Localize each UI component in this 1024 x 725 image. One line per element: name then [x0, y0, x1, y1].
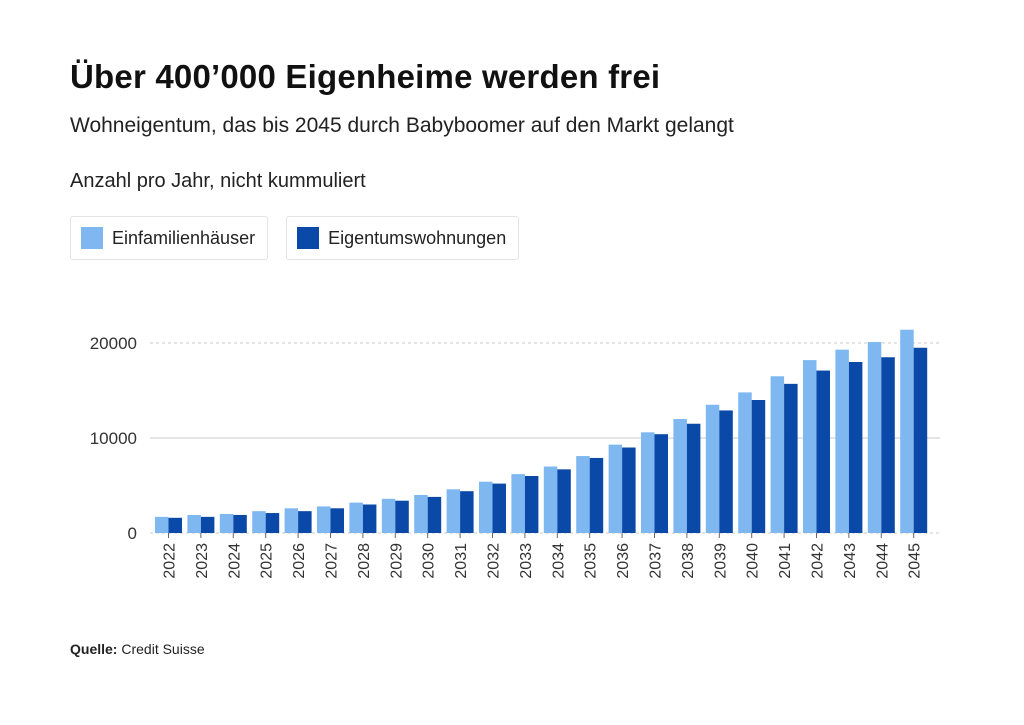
x-tick-label: 2041: [777, 543, 794, 579]
y-tick-label: 10000: [90, 429, 137, 448]
bar-einfamilienhaeuser: [381, 498, 396, 533]
legend-label: Eigentumswohnungen: [328, 227, 507, 248]
bar-eigentumswohnungen: [816, 370, 830, 533]
chart-legend: Einfamilienhäuser Eigentumswohnungen: [70, 216, 520, 260]
bar-einfamilienhaeuser: [835, 349, 849, 533]
x-tick-label: 2022: [162, 543, 179, 579]
legend-swatch-dark-blue: [297, 227, 320, 249]
bar-eigentumswohnungen: [395, 500, 409, 533]
bar-eigentumswohnungen: [589, 457, 604, 533]
bar-einfamilienhaeuser: [219, 514, 234, 533]
x-tick-label: 2036: [615, 543, 632, 579]
bar-einfamilienhaeuser: [673, 419, 687, 533]
bar-einfamilienhaeuser: [641, 432, 655, 533]
bar-eigentumswohnungen: [265, 513, 280, 533]
x-tick-label: 2029: [388, 543, 405, 579]
x-tick-label: 2030: [421, 543, 438, 579]
source-label: Quelle:: [70, 641, 118, 657]
x-tick-label: 2043: [842, 543, 859, 579]
legend-swatch-light-blue: [81, 227, 103, 249]
x-tick-label: 2033: [518, 543, 535, 579]
bar-einfamilienhaeuser: [803, 360, 817, 533]
bar-eigentumswohnungen: [654, 434, 668, 533]
chart-subtitle: Wohneigentum, das bis 2045 durch Babyboo…: [70, 114, 734, 137]
bar-eigentumswohnungen: [524, 476, 539, 533]
x-tick-label: 2028: [356, 543, 373, 579]
bar-eigentumswohnungen: [330, 508, 344, 533]
x-tick-label: 2027: [324, 543, 341, 579]
y-tick-label: 0: [128, 524, 137, 543]
bar-eigentumswohnungen: [881, 357, 895, 533]
bar-einfamilienhaeuser: [738, 392, 752, 533]
x-tick-label: 2023: [194, 543, 211, 579]
x-tick-label: 2039: [712, 543, 729, 579]
bar-einfamilienhaeuser: [317, 506, 331, 533]
bar-eigentumswohnungen: [751, 400, 766, 533]
bar-einfamilienhaeuser: [900, 329, 914, 533]
bar-einfamilienhaeuser: [543, 466, 558, 533]
bar-einfamilienhaeuser: [155, 516, 169, 533]
legend-item-eigentumswohnungen[interactable]: Eigentumswohnungen: [286, 216, 520, 260]
bar-eigentumswohnungen: [427, 496, 442, 533]
bar-chart: 0 10000 20000 2022 2023 2024 2025 2026 2027 2028 2…: [90, 329, 940, 579]
bar-einfamilienhaeuser: [608, 444, 623, 533]
x-tick-label: 2031: [453, 543, 470, 579]
bar-eigentumswohnungen: [557, 469, 571, 533]
x-tick-label: 2038: [680, 543, 697, 579]
chart-title: Über 400’000 Eigenheime werden frei: [70, 58, 661, 95]
source-text: Credit Suisse: [121, 641, 205, 657]
x-tick-label: 2035: [583, 543, 600, 579]
x-tick-label: 2040: [745, 543, 762, 579]
bar-eigentumswohnungen: [492, 483, 506, 533]
x-tick-label: 2034: [550, 543, 567, 579]
bar-einfamilienhaeuser: [284, 508, 299, 533]
bar-einfamilienhaeuser: [576, 456, 590, 533]
bar-einfamilienhaeuser: [511, 474, 525, 533]
bar-einfamilienhaeuser: [446, 489, 461, 533]
source-note: Quelle: Credit Suisse: [70, 641, 205, 657]
bar-eigentumswohnungen: [298, 511, 312, 533]
bar-einfamilienhaeuser: [414, 495, 428, 533]
x-tick-label: 2026: [291, 543, 308, 579]
bar-eigentumswohnungen: [200, 516, 215, 533]
x-tick-label: 2032: [486, 543, 503, 579]
bar-eigentumswohnungen: [913, 347, 928, 533]
bar-eigentumswohnungen: [686, 423, 701, 533]
bar-einfamilienhaeuser: [770, 376, 785, 533]
bar-einfamilienhaeuser: [252, 511, 266, 533]
bar-eigentumswohnungen: [168, 517, 182, 533]
x-tick-label: 2044: [874, 543, 891, 579]
bar-eigentumswohnungen: [622, 447, 636, 533]
y-tick-label: 20000: [90, 334, 137, 353]
chart-note: Anzahl pro Jahr, nicht kummuliert: [70, 170, 366, 192]
bar-einfamilienhaeuser: [705, 404, 720, 533]
bar-einfamilienhaeuser: [479, 481, 493, 533]
bar-eigentumswohnungen: [362, 504, 377, 533]
x-tick-label: 2024: [226, 543, 243, 579]
bar-einfamilienhaeuser: [187, 514, 201, 533]
bar-eigentumswohnungen: [719, 410, 733, 533]
bar-eigentumswohnungen: [848, 362, 863, 533]
x-tick-label: 2037: [648, 543, 665, 579]
x-tick-label: 2045: [907, 543, 924, 579]
legend-item-einfamilienhaeuser[interactable]: Einfamilienhäuser: [70, 216, 269, 260]
x-tick-label: 2025: [259, 543, 276, 579]
x-tick-label: 2042: [810, 543, 827, 579]
bar-eigentumswohnungen: [460, 491, 474, 533]
legend-label: Einfamilienhäuser: [112, 227, 256, 248]
bar-eigentumswohnungen: [784, 383, 798, 533]
bar-eigentumswohnungen: [233, 514, 247, 533]
bar-einfamilienhaeuser: [349, 502, 363, 533]
bar-einfamilienhaeuser: [867, 342, 882, 533]
